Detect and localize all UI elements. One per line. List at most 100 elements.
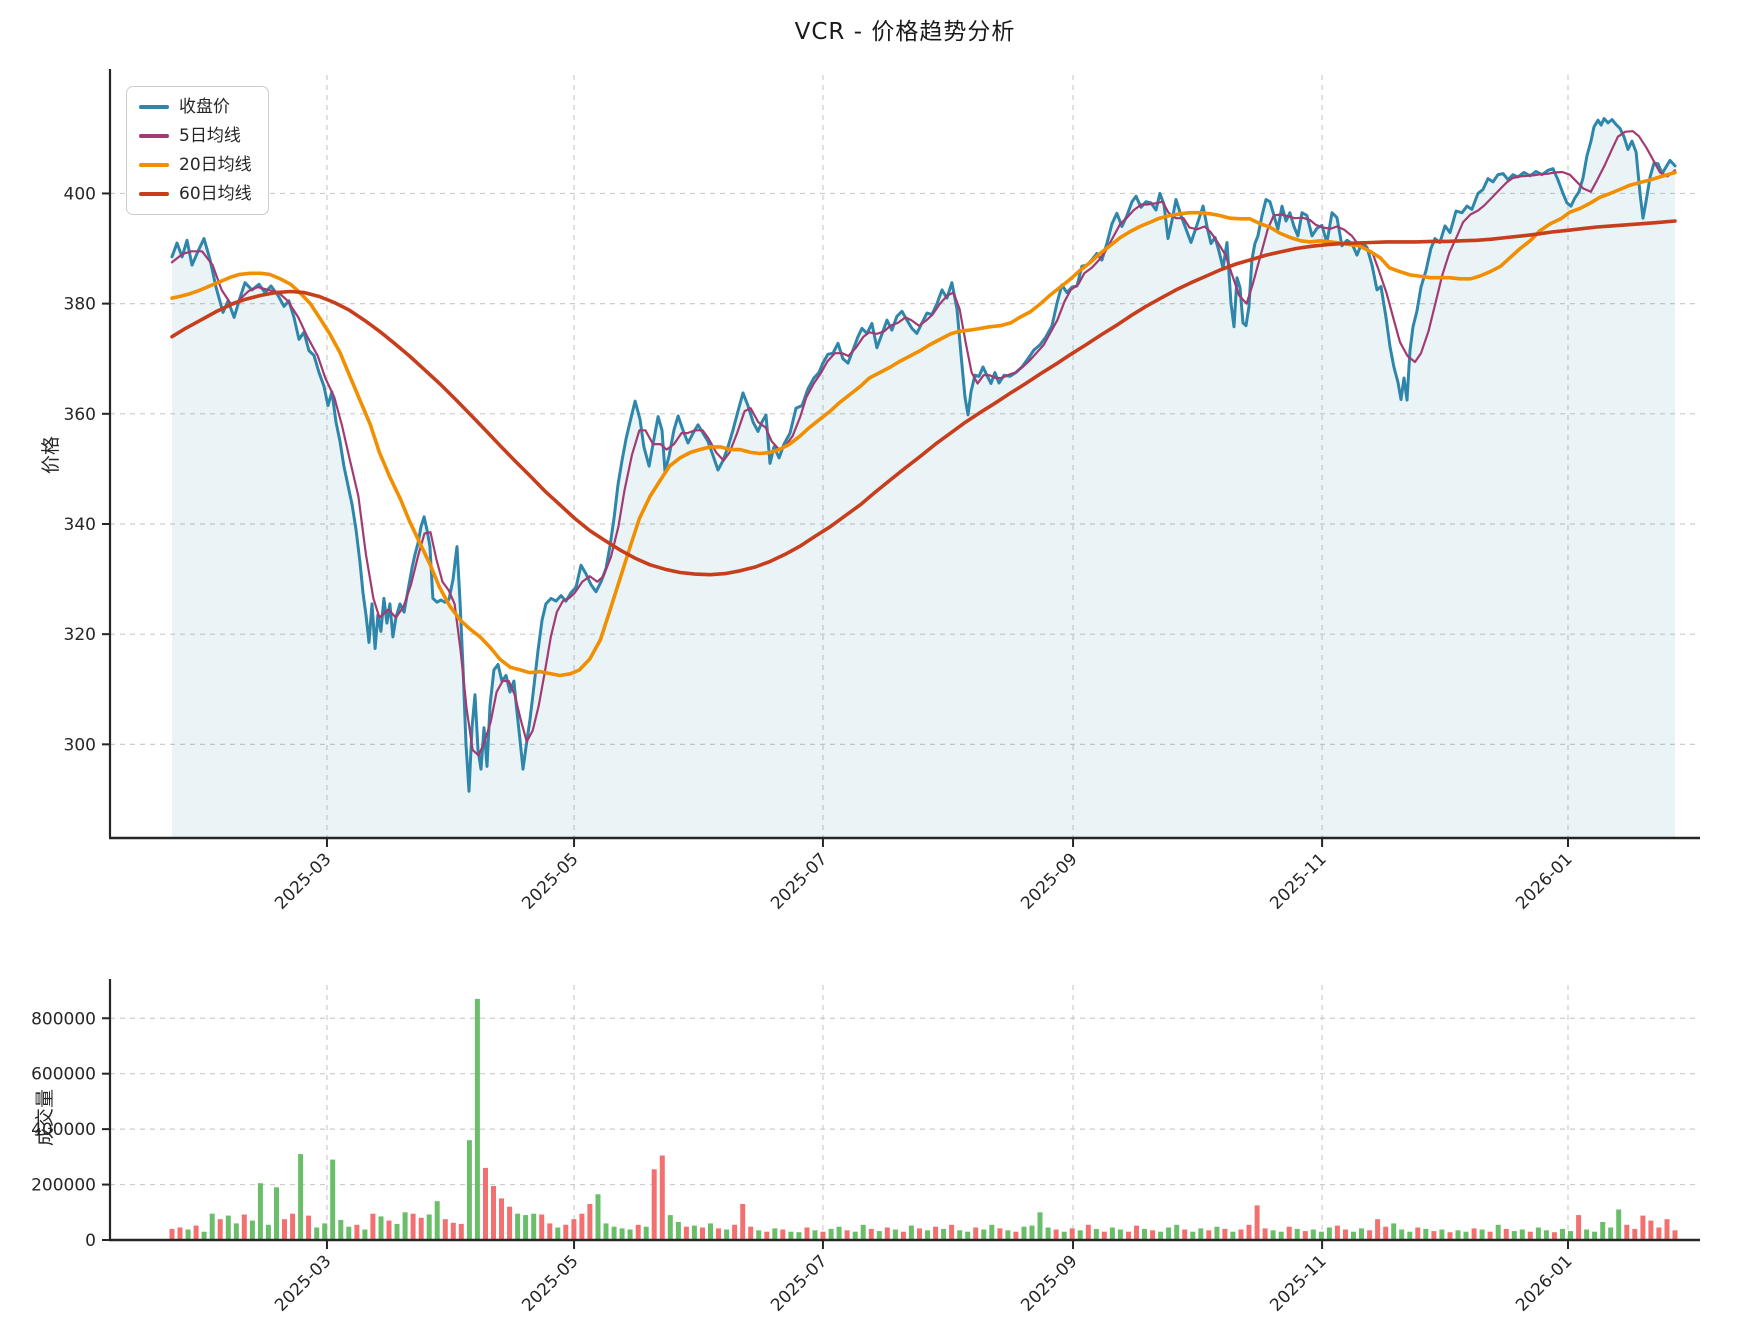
volume-bar — [1431, 1231, 1437, 1240]
volume-bar — [241, 1214, 247, 1240]
volume-bar — [587, 1204, 593, 1240]
volume-bar — [378, 1216, 384, 1240]
volume-bar — [1326, 1227, 1332, 1240]
volume-bar — [1109, 1227, 1115, 1240]
volume-bar — [1375, 1219, 1381, 1240]
volume-bar — [442, 1219, 448, 1240]
volume-bar — [1085, 1224, 1091, 1240]
volume-bar — [619, 1228, 625, 1240]
volume-bar — [201, 1231, 207, 1240]
volume-bar — [1158, 1231, 1164, 1240]
y-tick-label: 0 — [85, 1231, 96, 1251]
volume-bar — [515, 1213, 521, 1240]
volume-bar — [788, 1231, 794, 1240]
volume-bar — [900, 1231, 906, 1240]
volume-bar — [233, 1223, 239, 1240]
volume-bar — [346, 1226, 352, 1240]
volume-bar — [1535, 1227, 1541, 1240]
volume-bar — [836, 1226, 842, 1240]
x-tick-label: 2025-11 — [1266, 1251, 1330, 1315]
y-tick-label: 400 — [64, 184, 96, 204]
volume-bar — [1568, 1231, 1573, 1240]
x-tick-label: 2025-05 — [518, 1251, 582, 1315]
volume-bar — [1286, 1226, 1292, 1240]
x-tick-label: 2025-03 — [271, 1251, 335, 1315]
x-tick-label: 2025-07 — [767, 849, 831, 913]
volume-bar — [1005, 1230, 1011, 1240]
volume-bar — [700, 1227, 705, 1240]
y-tick-label: 320 — [64, 625, 96, 645]
volume-bar — [667, 1215, 673, 1240]
volume-bar — [1495, 1224, 1501, 1240]
volume-bar — [1246, 1224, 1252, 1240]
volume-bar — [852, 1231, 858, 1240]
volume-bar — [933, 1226, 939, 1240]
volume-bar — [1150, 1230, 1156, 1240]
volume-bar — [322, 1223, 328, 1240]
volume-bar — [1318, 1231, 1324, 1240]
volume-bar — [860, 1224, 866, 1240]
volume-bar — [225, 1215, 231, 1240]
volume-bar — [1117, 1229, 1123, 1240]
volume-bar — [362, 1229, 368, 1240]
volume-bar — [796, 1232, 802, 1240]
ma60-line — [170, 219, 1677, 577]
volume-bar — [1037, 1212, 1043, 1240]
volume-bar — [876, 1231, 882, 1240]
volume-bar — [1238, 1229, 1244, 1240]
volume-bar — [635, 1224, 641, 1240]
legend-swatch-icon — [139, 134, 169, 138]
volume-bar — [1214, 1226, 1220, 1240]
legend-swatch-icon — [139, 192, 169, 196]
volume-bar — [1487, 1231, 1493, 1240]
volume-bar — [828, 1228, 834, 1240]
volume-bar — [651, 1169, 657, 1240]
volume-bar — [1230, 1231, 1236, 1240]
volume-bar — [804, 1227, 810, 1240]
volume-bar — [908, 1225, 914, 1240]
volume-bar — [547, 1223, 553, 1240]
volume-bar — [579, 1213, 585, 1240]
volume-bar — [466, 1140, 472, 1240]
x-tick-label: 2025-07 — [767, 1251, 831, 1315]
volume-bar — [989, 1224, 995, 1240]
volume-bar — [450, 1222, 456, 1240]
volume-bar — [282, 1219, 287, 1240]
volume-bar — [1600, 1222, 1606, 1240]
ma5-line — [170, 130, 1677, 757]
price-y-axis-label: 价格 — [40, 435, 62, 474]
volume-bar — [523, 1215, 529, 1240]
volume-bar — [1359, 1228, 1364, 1240]
volume-bar — [603, 1223, 609, 1240]
volume-bar — [426, 1214, 432, 1240]
y-tick-label: 800000 — [31, 1009, 96, 1029]
volume-bar — [410, 1213, 416, 1240]
volume-bar — [1174, 1224, 1180, 1240]
volume-bar — [274, 1187, 279, 1240]
volume-bar — [780, 1229, 786, 1240]
volume-bar — [1069, 1228, 1075, 1240]
legend-swatch-icon — [139, 105, 169, 109]
volume-bar — [1254, 1205, 1260, 1240]
volume-bar — [1013, 1231, 1019, 1240]
volume-bar — [1061, 1231, 1067, 1240]
volume-bar — [643, 1226, 649, 1240]
volume-bar — [740, 1204, 746, 1240]
volume-bar — [1624, 1224, 1630, 1240]
y-tick-label: 400000 — [31, 1120, 96, 1140]
volume-bar — [483, 1167, 488, 1240]
volume-bar — [868, 1228, 874, 1240]
volume-bar — [812, 1230, 818, 1240]
volume-bar — [1278, 1231, 1284, 1240]
volume-bar — [531, 1213, 537, 1240]
volume-bar — [1511, 1231, 1517, 1240]
volume-bar — [981, 1229, 987, 1240]
volume-bar — [1334, 1225, 1340, 1240]
volume-bar — [1391, 1223, 1397, 1240]
x-tick-label: 2026-01 — [1512, 849, 1576, 913]
volume-bar — [1592, 1231, 1598, 1240]
volume-bar — [370, 1213, 376, 1240]
volume-bar — [1029, 1225, 1035, 1240]
volume-bar — [691, 1225, 697, 1240]
volume-bar — [1077, 1230, 1083, 1240]
